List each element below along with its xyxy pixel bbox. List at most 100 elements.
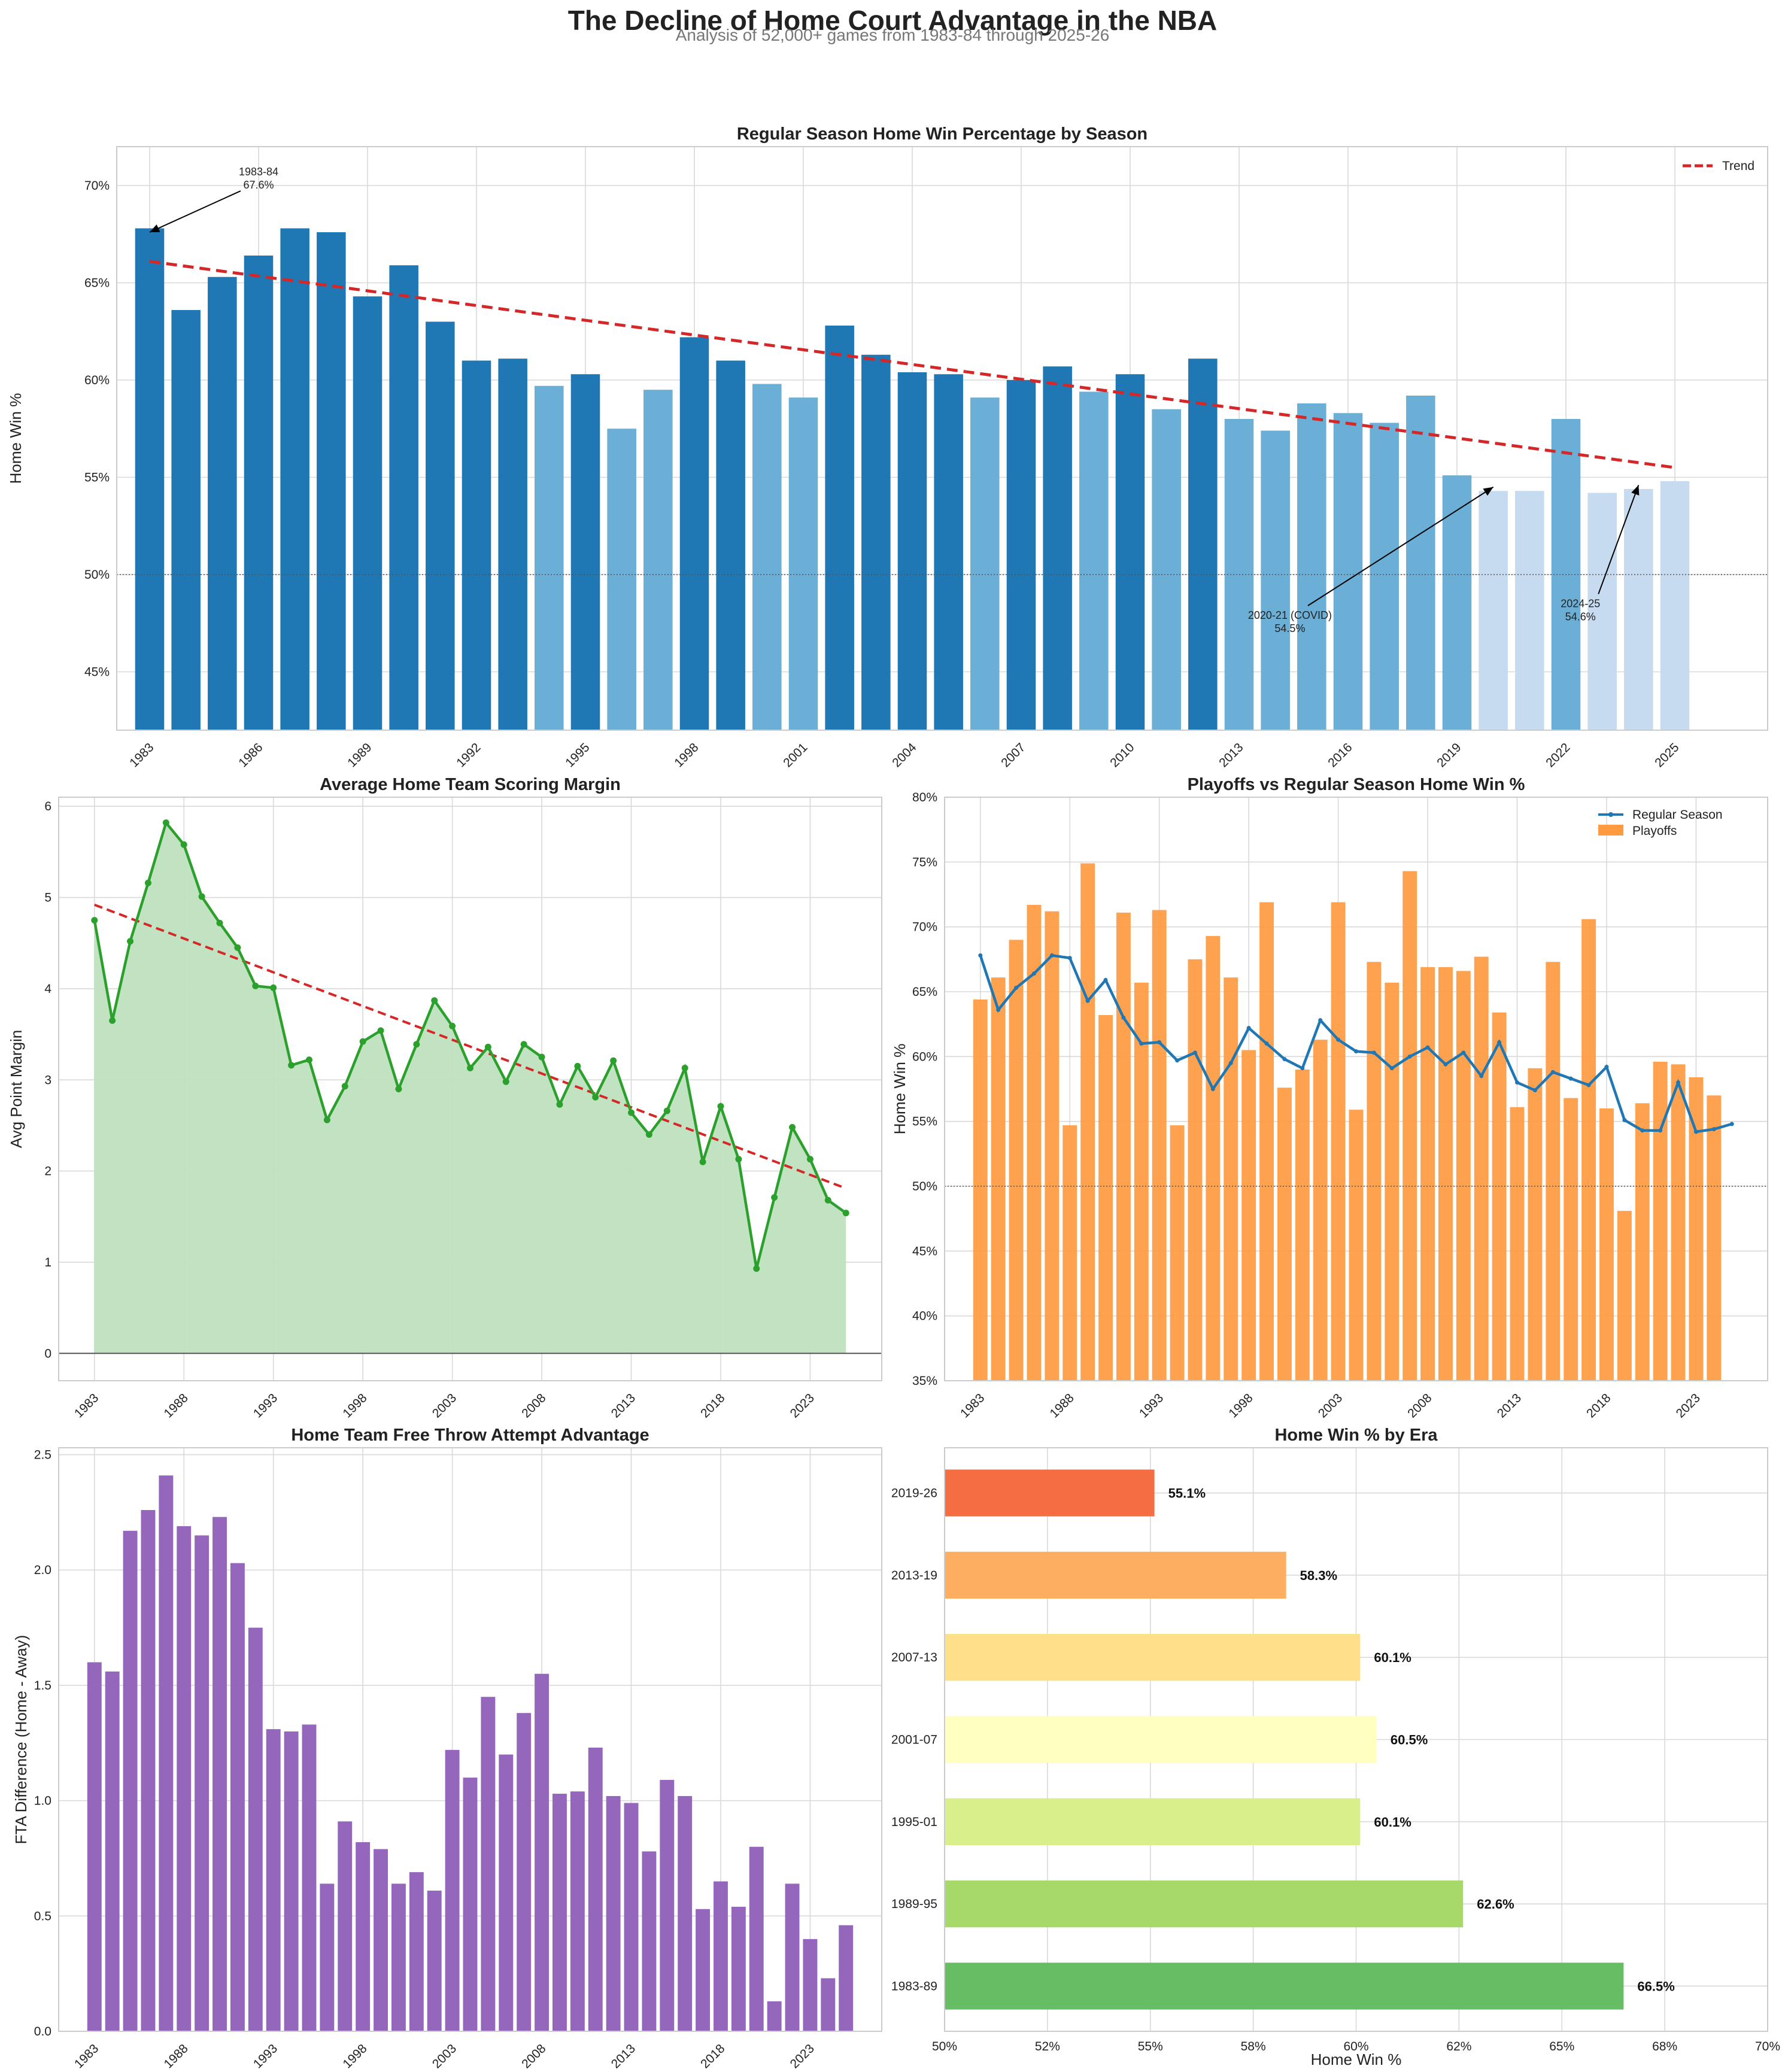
regular-season-line-point-2002 — [1318, 1018, 1323, 1023]
regular-season-line-point-1997 — [1228, 1061, 1233, 1065]
regular-season-bar-1990 — [389, 265, 418, 730]
regular-season-line-point-2017 — [1586, 1083, 1591, 1087]
free-throw-ytick-label: 1.5 — [34, 1679, 51, 1693]
playoffs-xtick-label: 1983 — [958, 1391, 987, 1420]
free-throw-ytick-label: 2.5 — [34, 1448, 51, 1462]
free-throw-ylabel: FTA Difference (Home - Away) — [12, 1635, 30, 1845]
scoring-margin-xtick-label: 2003 — [430, 1391, 459, 1420]
era-bar-1995-01 — [945, 1798, 1361, 1845]
scoring-margin-point-1998 — [359, 1038, 366, 1045]
regular-season-line-point-2003 — [1336, 1037, 1341, 1042]
scoring-margin-point-2021 — [771, 1194, 778, 1201]
playoffs-bar-2017 — [1581, 919, 1596, 1381]
playoffs-bar-1996 — [1206, 935, 1221, 1381]
regular-season-ytick-label: 65% — [84, 277, 110, 290]
era-bar-2019-26 — [945, 1469, 1155, 1517]
regular-season-xtick-label: 2007 — [998, 740, 1028, 770]
regular-season-line-point-2021 — [1658, 1128, 1663, 1133]
regular-season-bar-1983 — [135, 228, 165, 730]
era-category-label: 1989-95 — [891, 1897, 937, 1911]
regular-season-line-point-1989 — [1085, 998, 1090, 1003]
regular-season-xtick-label: 1989 — [345, 740, 374, 770]
playoffs-bar-2000 — [1277, 1087, 1292, 1381]
playoffs-bar-2008 — [1420, 967, 1435, 1381]
playoffs-bar-1997 — [1224, 977, 1238, 1381]
free-throw-bar-1992 — [248, 1627, 263, 2031]
regular-season-ytick-label: 45% — [84, 666, 110, 679]
scoring-margin-area — [94, 822, 846, 1354]
free-throw-xtick-label: 2008 — [519, 2041, 548, 2071]
regular-season-line-point-2007 — [1407, 1054, 1412, 1059]
era-bar-value-label: 58.3% — [1300, 1568, 1337, 1583]
regular-season-line-point-2011 — [1479, 1074, 1484, 1078]
scoring-margin-point-1984 — [109, 1017, 116, 1024]
regular-season-line-point-2020 — [1640, 1128, 1645, 1133]
regular-season-bar-1993 — [498, 359, 527, 730]
playoffs-title: Playoffs vs Regular Season Home Win % — [1188, 775, 1525, 794]
playoffs-bar-2005 — [1367, 962, 1382, 1381]
era-bar-value-label: 60.5% — [1391, 1733, 1428, 1748]
playoffs-bar-2014 — [1528, 1068, 1543, 1381]
playoffs-xtick-label: 2023 — [1674, 1391, 1703, 1420]
regular-season-annotation-label: 1983-84 — [239, 166, 278, 178]
scoring-margin-point-2014 — [645, 1131, 652, 1138]
free-throw-bar-1996 — [320, 1883, 335, 2031]
regular-season-bar-1985 — [208, 277, 237, 730]
scoring-margin-xtick-label: 1983 — [72, 1391, 101, 1420]
scoring-margin-point-1995 — [305, 1056, 312, 1064]
scoring-margin-point-2020 — [753, 1265, 760, 1272]
regular-season-xtick-label: 2004 — [890, 740, 919, 770]
scoring-margin-point-2001 — [413, 1041, 420, 1048]
free-throw-bar-2025 — [839, 1925, 854, 2031]
era-xtick-label: 68% — [1652, 2040, 1677, 2053]
era-bar-value-label: 60.1% — [1374, 1815, 1411, 1830]
playoffs-bar-2012 — [1492, 1012, 1507, 1381]
playoffs-bar-1993 — [1152, 910, 1167, 1381]
free-throw-bar-2021 — [767, 2001, 782, 2031]
regular-season-bar-2007 — [1006, 380, 1036, 730]
era-bar-1989-95 — [945, 1880, 1464, 1928]
regular-season-bar-2017 — [1370, 423, 1399, 730]
free-throw-bar-2017 — [696, 1909, 711, 2031]
free-throw-bar-2004 — [463, 1778, 478, 2031]
era-xtick-label: 58% — [1241, 2040, 1266, 2053]
regular-season-line-point-2012 — [1497, 1040, 1502, 1044]
scoring-margin-point-1989 — [198, 893, 205, 900]
regular-season-line-point-1988 — [1067, 956, 1072, 961]
playoffs-bar-1995 — [1188, 959, 1203, 1381]
free-throw-bar-2016 — [678, 1795, 693, 2031]
free-throw-bar-2018 — [714, 1881, 728, 2031]
era-bar-value-label: 66.5% — [1637, 1979, 1674, 1994]
free-throw-xtick-label: 1993 — [251, 2041, 280, 2071]
regular-season-bar-2016 — [1333, 413, 1363, 730]
regular-season-xtick-label: 1992 — [454, 740, 483, 770]
scoring-margin-point-2012 — [610, 1057, 617, 1064]
regular-season-annotation-arrow — [1598, 485, 1640, 594]
scoring-margin-point-1983 — [91, 917, 98, 924]
regular-season-line-point-1992 — [1139, 1041, 1144, 1046]
playoffs-frame — [944, 797, 1768, 1381]
regular-season-xtick-label: 2019 — [1434, 740, 1464, 770]
regular-season-line-point-1993 — [1157, 1040, 1162, 1044]
playoffs-legend-regular-label: Regular Season — [1632, 808, 1723, 822]
playoffs-bar-2003 — [1331, 902, 1346, 1381]
regular-season-line-point-2024 — [1711, 1127, 1716, 1132]
playoffs-bar-2002 — [1313, 1040, 1328, 1381]
era-frame — [944, 1447, 1768, 2032]
scoring-margin-point-1986 — [144, 879, 151, 886]
playoffs-ytick-label: 65% — [912, 985, 937, 999]
regular-season-bar-1996 — [607, 429, 636, 730]
regular-season-annotation-arrow — [1307, 486, 1494, 606]
playoffs-bar-1999 — [1259, 902, 1274, 1381]
free-throw-xtick-label: 2013 — [609, 2041, 638, 2071]
scoring-margin-xtick-label: 1993 — [251, 1391, 280, 1420]
playoffs-ytick-label: 80% — [912, 791, 937, 804]
scoring-margin-point-1993 — [270, 984, 277, 991]
scoring-margin-point-2025 — [842, 1210, 849, 1217]
playoffs-ytick-label: 50% — [912, 1180, 937, 1193]
era-bar-value-label: 55.1% — [1168, 1486, 1206, 1501]
scoring-margin-point-1990 — [216, 919, 223, 926]
scoring-margin-point-1992 — [252, 982, 259, 989]
regular-season-bar-2008 — [1043, 366, 1072, 730]
